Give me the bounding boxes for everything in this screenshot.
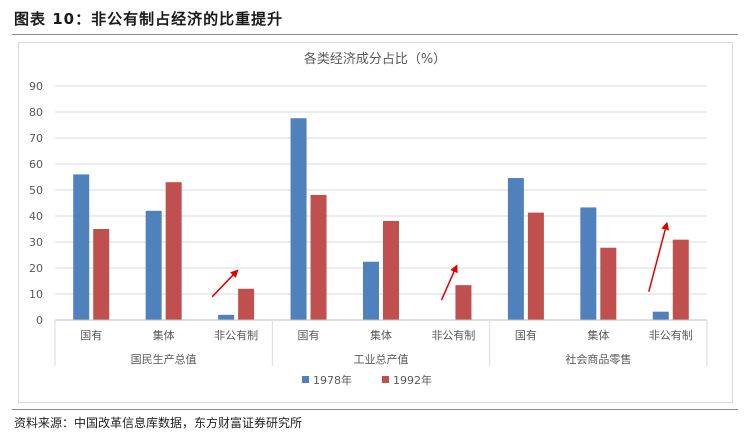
category-label: 国有 [298, 328, 320, 342]
gridlines [55, 85, 707, 295]
y-tick-label: 70 [29, 132, 43, 145]
y-tick-label: 10 [29, 288, 43, 301]
legend: 1978年 1992年 [302, 373, 432, 387]
bar [165, 182, 182, 320]
category-label: 集体 [370, 328, 392, 342]
category-label: 国有 [80, 328, 102, 342]
y-axis-ticks: 0 10 20 30 40 50 60 70 80 90 [29, 80, 43, 327]
legend-label: 1992年 [393, 373, 432, 387]
bar [527, 212, 544, 320]
annotation-arrow [648, 221, 670, 292]
y-tick-label: 30 [29, 236, 43, 249]
bar [652, 311, 669, 320]
y-tick-label: 50 [29, 184, 43, 197]
category-label: 集体 [587, 328, 609, 342]
bar [93, 229, 110, 320]
footer-divider [12, 409, 738, 410]
category-label: 集体 [153, 328, 175, 342]
bar [145, 210, 162, 320]
bar [600, 247, 617, 320]
bars [73, 118, 689, 321]
bar [238, 288, 255, 320]
bar [363, 261, 379, 320]
figure-title: 图表 10：非公有制占经济的比重提升 [14, 10, 284, 28]
legend-label: 1978年 [313, 373, 352, 387]
category-label: 非公有制 [431, 328, 475, 342]
bar [455, 285, 472, 320]
bar [310, 194, 327, 320]
group-label: 社会商品零售 [565, 352, 631, 366]
group-label: 工业总产值 [354, 352, 409, 366]
bar-chart: 各类经济成分占比（%） 0 10 20 30 40 50 60 70 80 90 国有 集体 非公有制… [29, 51, 708, 387]
y-tick-label: 80 [29, 106, 43, 119]
bar [507, 178, 524, 320]
x-axis [54, 319, 708, 366]
category-label: 非公有制 [214, 328, 258, 342]
bar [672, 239, 689, 320]
bar [580, 207, 597, 320]
y-tick-label: 90 [29, 80, 43, 93]
category-label: 国有 [515, 328, 537, 342]
y-tick-label: 40 [29, 210, 43, 223]
chart-title: 各类经济成分占比（%） [304, 51, 446, 67]
group-label: 国民生产总值 [131, 352, 197, 366]
y-tick-label: 60 [29, 158, 43, 171]
bar [290, 118, 307, 321]
category-label: 非公有制 [649, 328, 693, 342]
bar [73, 174, 90, 320]
y-tick-label: 0 [36, 314, 43, 327]
annotation-arrow [440, 264, 458, 301]
bar [218, 314, 235, 320]
chart-frame: 各类经济成分占比（%） 0 10 20 30 40 50 60 70 80 90 国有 集体 非公有制… [18, 42, 733, 403]
bar [383, 220, 399, 320]
legend-swatch [302, 376, 309, 383]
annotation-arrows [211, 221, 670, 301]
annotation-arrow [211, 269, 239, 298]
y-tick-label: 20 [29, 262, 43, 275]
source-note: 资料来源：中国改革信息库数据，东方财富证券研究所 [14, 416, 303, 430]
title-divider [12, 34, 738, 35]
legend-swatch [382, 376, 389, 383]
